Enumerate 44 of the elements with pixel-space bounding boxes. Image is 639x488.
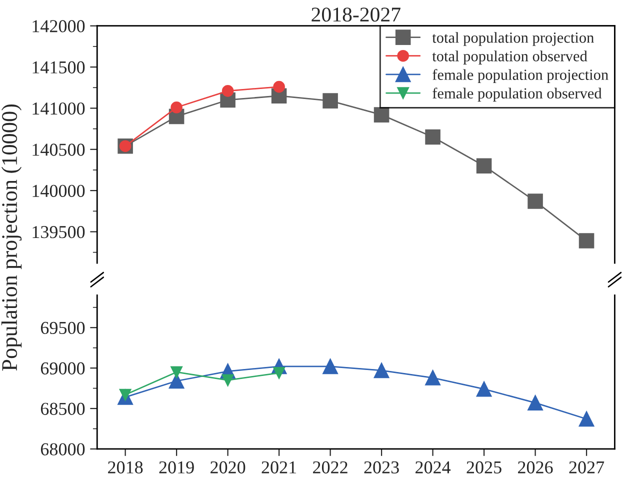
x-tick-label: 2025 [466,461,502,474]
point [273,367,285,379]
point [374,362,390,378]
point [273,80,285,93]
x-tick-label: 2027 [569,461,604,474]
y-axis-title: Population projection (10000) [1,104,22,371]
x-tick-label: 2022 [313,461,348,474]
y-tick-label: 141500 [32,61,85,74]
point [222,85,234,97]
x-tick-label: 2021 [262,461,296,474]
y-tick-label: 69000 [40,362,85,374]
point [222,374,234,386]
point [374,107,390,122]
legend-label: female population observed [432,88,602,102]
point [476,381,492,397]
point [528,395,543,410]
y-tick-label: 68000 [40,443,85,456]
y-tick-label: 141000 [32,102,85,115]
point [476,158,492,174]
y-tick-label: 140000 [32,184,85,198]
point [322,93,338,108]
y-tick-label: 139500 [32,226,85,238]
x-tick-label: 2020 [210,461,246,474]
chart-title: 2018-2027 [312,8,400,22]
point [578,233,594,248]
point [578,411,594,427]
x-tick-label: 2024 [416,461,451,474]
x-tick-label: 2023 [364,461,399,474]
x-tick-label: 2019 [159,461,194,474]
point [528,194,543,209]
x-tick-label: 2018 [108,461,143,474]
point [425,129,440,145]
x-tick-label: 2026 [518,461,553,474]
legend-label: total population observed [432,50,588,64]
point [425,370,440,386]
legend-label: female population projection [432,69,608,84]
y-tick-label: 68500 [40,402,85,415]
point [322,358,338,374]
y-tick-label: 142000 [32,20,85,32]
y-tick-label: 140500 [32,144,85,156]
y-tick-label: 69500 [40,322,85,334]
legend-label: total population projection [432,32,594,46]
point [170,101,182,114]
point [170,366,182,378]
